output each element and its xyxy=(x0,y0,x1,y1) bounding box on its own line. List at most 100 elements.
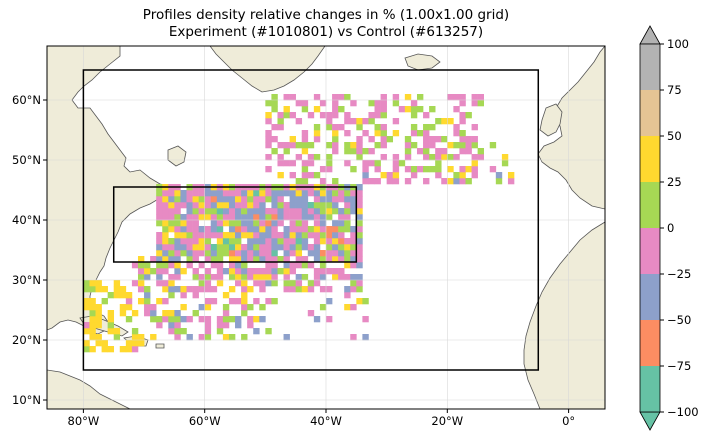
density-cell xyxy=(137,286,145,293)
density-cell xyxy=(247,208,254,215)
density-cell xyxy=(301,196,309,203)
density-cell xyxy=(222,196,230,203)
density-cell xyxy=(253,190,260,197)
density-cell xyxy=(156,322,163,329)
density-cell xyxy=(259,244,266,251)
map-title-line-1: Profiles density relative changes in % (… xyxy=(142,7,510,23)
density-cell xyxy=(477,100,484,107)
density-cell xyxy=(447,142,454,149)
density-cell xyxy=(301,136,309,143)
density-cell xyxy=(289,112,296,119)
density-cell xyxy=(241,250,248,257)
density-cell xyxy=(210,196,218,203)
density-cell xyxy=(162,208,169,215)
density-cell xyxy=(265,214,272,221)
density-cell xyxy=(241,292,248,299)
density-cell xyxy=(301,286,309,293)
density-cell xyxy=(253,298,260,305)
density-cell xyxy=(228,262,236,269)
density-cell xyxy=(441,118,448,125)
density-cell xyxy=(501,154,509,161)
density-cell xyxy=(204,190,212,197)
density-cell xyxy=(380,106,387,113)
density-cell xyxy=(204,280,212,287)
density-cell xyxy=(380,100,387,107)
density-cell xyxy=(453,94,460,101)
density-cell xyxy=(447,94,454,101)
density-cell xyxy=(368,136,375,143)
density-cell xyxy=(271,274,278,281)
density-cell xyxy=(374,130,381,137)
density-cell xyxy=(192,190,199,197)
density-cell xyxy=(150,334,157,341)
density-cell xyxy=(174,322,181,329)
density-cell xyxy=(192,310,199,317)
density-cell xyxy=(174,220,181,227)
density-cell xyxy=(192,208,199,215)
density-cell xyxy=(356,220,363,227)
colorbar-segment xyxy=(640,182,660,228)
land-north-america xyxy=(47,46,177,335)
density-cell xyxy=(241,268,248,275)
density-cell xyxy=(271,238,278,245)
density-cell xyxy=(350,142,357,149)
density-cell xyxy=(416,106,424,113)
density-cell xyxy=(295,226,303,233)
density-cell xyxy=(416,148,424,155)
density-cell xyxy=(332,124,339,131)
density-cell xyxy=(228,274,236,281)
latitude-ticks: 10°N 20°N 30°N 40°N 50°N 60°N xyxy=(12,93,47,407)
density-cell xyxy=(392,178,400,185)
density-cell xyxy=(180,196,187,203)
density-cell xyxy=(356,286,363,293)
density-cell xyxy=(186,190,193,197)
density-cell xyxy=(125,298,133,305)
density-cell xyxy=(307,286,315,293)
density-cell xyxy=(313,202,321,209)
density-cell xyxy=(453,124,460,131)
density-cell xyxy=(313,196,321,203)
density-cell xyxy=(289,214,296,221)
density-cell xyxy=(150,256,157,263)
land-africa xyxy=(523,221,605,409)
density-cell xyxy=(162,268,169,275)
density-cell xyxy=(368,118,375,125)
density-cell xyxy=(362,118,369,125)
density-cell xyxy=(295,202,303,209)
density-cell xyxy=(174,328,181,335)
density-cell xyxy=(338,190,345,197)
density-cell xyxy=(241,232,248,239)
density-cell xyxy=(301,232,309,239)
density-cell xyxy=(156,232,163,239)
density-cell xyxy=(168,286,175,293)
density-cell xyxy=(156,208,163,215)
density-cell xyxy=(344,220,351,227)
density-cell xyxy=(319,220,327,227)
density-cell xyxy=(174,286,181,293)
colorbar-tick-label: 25 xyxy=(667,175,682,189)
density-cell xyxy=(289,208,296,215)
density-cell xyxy=(228,238,236,245)
density-cell xyxy=(301,262,309,269)
density-cell xyxy=(392,100,400,107)
density-cell xyxy=(174,238,181,245)
density-cell xyxy=(295,208,303,215)
density-cell xyxy=(398,160,406,167)
density-cell xyxy=(222,202,230,209)
density-cell xyxy=(241,304,248,311)
density-cell xyxy=(313,124,321,131)
density-cell xyxy=(495,172,503,179)
density-cell xyxy=(156,196,163,203)
density-cell xyxy=(253,250,260,257)
density-cell xyxy=(198,262,205,269)
density-cell xyxy=(156,202,163,209)
density-cell xyxy=(228,268,236,275)
density-cell xyxy=(465,142,472,149)
density-cell xyxy=(374,124,381,131)
density-cell xyxy=(435,148,442,155)
density-cell xyxy=(174,190,181,197)
density-cell xyxy=(144,304,151,311)
density-cell xyxy=(283,286,290,293)
density-cell xyxy=(368,148,375,155)
